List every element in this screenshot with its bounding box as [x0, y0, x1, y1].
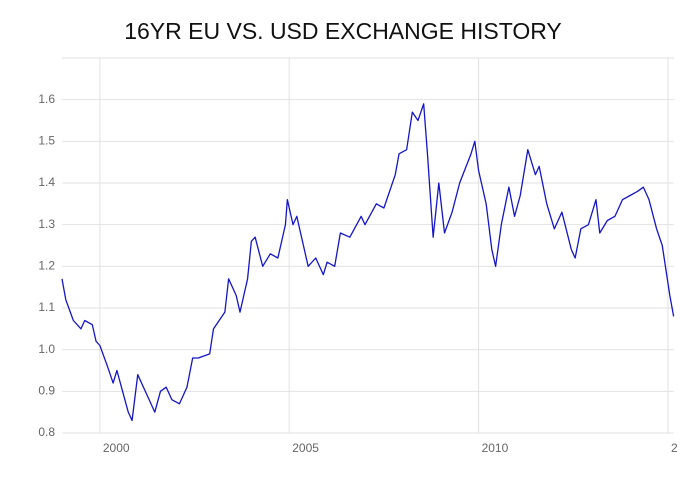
y-tick-label: 1.2 — [38, 259, 55, 273]
chart-title: 16YR EU VS. USD EXCHANGE HISTORY — [124, 18, 562, 44]
y-tick-label: 0.9 — [38, 384, 55, 398]
x-tick-label: 2 — [671, 441, 678, 455]
y-tick-label: 1.4 — [38, 175, 55, 189]
y-tick-label: 1.6 — [38, 92, 55, 106]
y-tick-label: 0.8 — [38, 425, 55, 439]
x-tick-label: 2005 — [292, 441, 319, 455]
y-tick-label: 1.0 — [38, 342, 55, 356]
x-tick-label: 2010 — [482, 441, 509, 455]
y-tick-label: 1.1 — [38, 300, 55, 314]
y-tick-label: 1.5 — [38, 134, 55, 148]
series-line — [61, 103, 675, 422]
y-tick-label: 1.3 — [38, 217, 55, 231]
x-tick-label: 2000 — [103, 441, 130, 455]
